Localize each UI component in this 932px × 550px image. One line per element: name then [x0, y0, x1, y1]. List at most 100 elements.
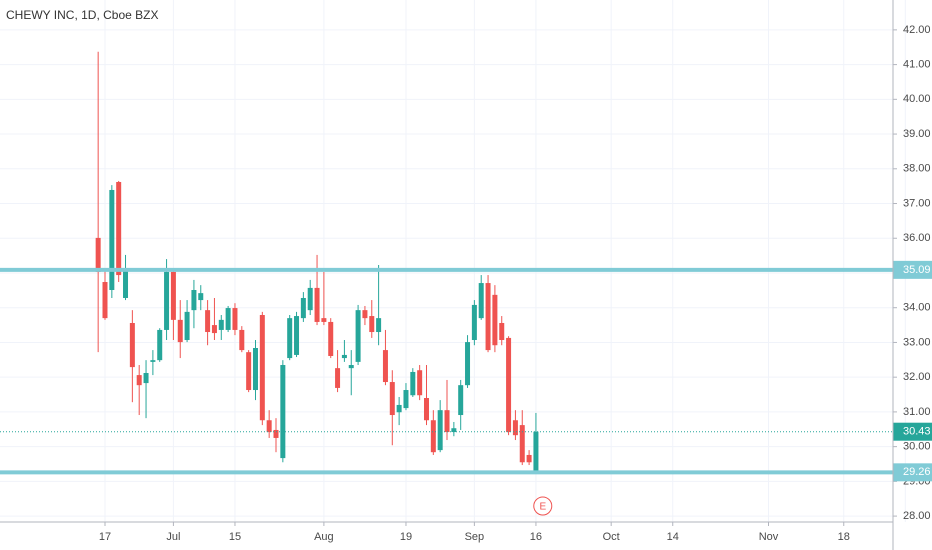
- y-tick-label: 33.00: [903, 336, 931, 348]
- price-axis: 28.0029.0030.0031.0032.0033.0034.0035.00…: [893, 24, 932, 522]
- candle-body: [410, 371, 416, 396]
- candle-body: [157, 329, 163, 361]
- candle-body: [369, 316, 375, 333]
- x-tick-label: 18: [838, 531, 850, 543]
- price-label: 30.43: [903, 426, 931, 438]
- candle-body: [259, 315, 265, 421]
- candle-body: [437, 410, 443, 451]
- candle-body: [485, 283, 491, 351]
- chart-title: CHEWY INC, 1D, Cboe BZX: [6, 8, 158, 22]
- x-tick-label: 17: [99, 531, 111, 543]
- x-tick-label: Sep: [465, 531, 485, 543]
- candle-body: [123, 268, 129, 298]
- candle-body: [471, 304, 477, 341]
- candle-body: [218, 319, 224, 330]
- y-tick-label: 34.00: [903, 302, 931, 314]
- candle-body: [382, 350, 388, 383]
- y-tick-label: 32.00: [903, 371, 931, 383]
- candle-body: [348, 365, 354, 369]
- candle-body: [198, 293, 204, 301]
- y-tick-label: 31.00: [903, 406, 931, 418]
- candle-body: [396, 404, 402, 413]
- candle-body: [423, 398, 429, 421]
- candle-body: [294, 316, 300, 355]
- candle-body: [211, 325, 217, 334]
- candle-body: [444, 410, 450, 433]
- price-label-bg: [893, 422, 932, 441]
- x-tick-label: 19: [400, 531, 412, 543]
- x-tick-label: Jul: [166, 531, 180, 543]
- y-tick-label: 40.00: [903, 93, 931, 105]
- candle-body: [191, 290, 197, 311]
- candle-body: [430, 420, 436, 453]
- candle-body: [526, 454, 532, 463]
- candle-body: [136, 375, 142, 386]
- y-tick-label: 42.00: [903, 24, 931, 36]
- candle-body: [519, 425, 525, 463]
- candle-body: [280, 365, 286, 459]
- candle-body: [376, 318, 382, 333]
- candle-body: [184, 311, 190, 341]
- candle-body: [116, 181, 122, 276]
- x-tick-label: Aug: [314, 531, 334, 543]
- y-tick-label: 39.00: [903, 128, 931, 140]
- candle-body: [451, 428, 457, 433]
- candle-body: [225, 308, 231, 330]
- price-label: 35.09: [903, 264, 931, 276]
- candle-body: [533, 431, 539, 472]
- x-tick-label: Nov: [759, 531, 779, 543]
- candle-body: [164, 271, 170, 330]
- x-tick-label: 16: [530, 531, 542, 543]
- candle-body: [177, 319, 183, 343]
- marks: E: [0, 51, 893, 516]
- time-axis: 17Jul15Aug19Sep16Oct14Nov18Dec: [99, 522, 850, 543]
- price-label-bg: [893, 463, 932, 482]
- y-tick-label: 37.00: [903, 197, 931, 209]
- y-tick-label: 36.00: [903, 232, 931, 244]
- candle-body: [252, 348, 258, 391]
- candle-body: [512, 420, 518, 436]
- price-label: 29.26: [903, 466, 931, 478]
- candle-body: [150, 360, 156, 362]
- candle-body: [355, 310, 361, 362]
- candle-body: [478, 283, 484, 319]
- y-tick-label: 30.00: [903, 441, 931, 453]
- candle-body: [95, 237, 101, 272]
- candle-body: [246, 352, 252, 391]
- candle-body: [205, 310, 211, 333]
- candle-body: [403, 390, 409, 409]
- candle-body: [499, 322, 505, 341]
- event-marker: [533, 496, 553, 516]
- candle-body: [239, 329, 245, 351]
- candle-body: [300, 297, 306, 319]
- candle-body: [341, 354, 347, 359]
- candle-body: [307, 287, 313, 311]
- candle-body: [170, 271, 176, 320]
- x-tick-label: 14: [667, 531, 679, 543]
- y-tick-label: 28.00: [903, 510, 931, 522]
- candle-body: [506, 337, 512, 433]
- candle-body: [321, 318, 327, 322]
- candle-body: [458, 385, 464, 416]
- candle-body: [314, 287, 320, 322]
- candle-body: [102, 282, 108, 319]
- candle-body: [287, 318, 293, 359]
- candle-body: [232, 308, 238, 330]
- candle-body: [109, 189, 115, 290]
- y-tick-label: 38.00: [903, 163, 931, 175]
- candle-body: [273, 429, 279, 438]
- price-label-bg: [893, 260, 932, 279]
- x-tick-label: Oct: [603, 531, 620, 543]
- candle-body: [335, 368, 341, 388]
- candle-body: [129, 322, 135, 368]
- candle-body: [389, 382, 395, 416]
- candle-body: [465, 342, 471, 386]
- grid: [0, 0, 906, 522]
- candle-body: [362, 310, 368, 319]
- x-tick-label: 15: [229, 531, 241, 543]
- candle-body: [492, 294, 498, 346]
- event-label: E: [539, 502, 546, 513]
- candle-body: [417, 370, 423, 396]
